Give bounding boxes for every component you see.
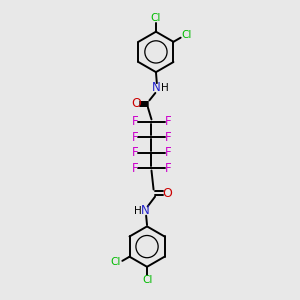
Text: F: F <box>164 146 171 159</box>
Text: F: F <box>164 115 171 128</box>
Text: O: O <box>162 187 172 200</box>
Text: H: H <box>134 206 142 216</box>
Text: Cl: Cl <box>142 275 153 286</box>
Text: F: F <box>132 115 139 128</box>
Text: F: F <box>132 146 139 159</box>
Text: H: H <box>161 82 169 93</box>
Text: O: O <box>131 98 141 110</box>
Text: F: F <box>132 162 139 175</box>
Text: F: F <box>164 131 171 144</box>
Text: Cl: Cl <box>151 13 161 23</box>
Text: F: F <box>164 162 171 175</box>
Text: N: N <box>152 81 161 94</box>
Text: F: F <box>132 131 139 144</box>
Text: N: N <box>141 204 150 218</box>
Text: Cl: Cl <box>182 30 192 40</box>
Text: Cl: Cl <box>111 257 121 267</box>
